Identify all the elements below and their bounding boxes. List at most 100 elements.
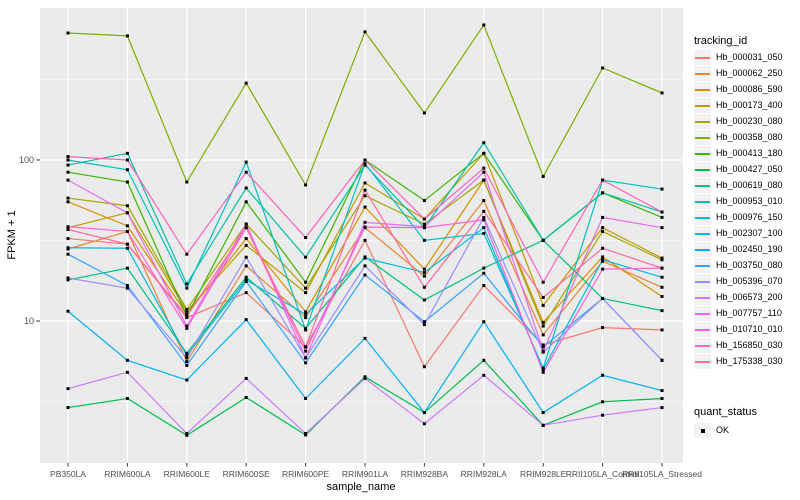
legend-key-box [694, 210, 711, 225]
data-point [244, 275, 248, 279]
legend-color-line-icon [695, 344, 710, 347]
data-point [482, 151, 486, 155]
data-point [185, 356, 189, 360]
data-point [125, 370, 129, 374]
legend-color-line-icon [695, 232, 710, 235]
data-point [660, 397, 664, 401]
data-point [304, 345, 308, 349]
data-point [185, 286, 189, 290]
data-point [363, 273, 367, 277]
data-point [363, 376, 367, 380]
data-point [185, 324, 189, 328]
legend-color-line-icon [695, 264, 710, 267]
data-point [482, 23, 486, 27]
data-point [601, 246, 605, 250]
x-axis-title: sample_name [326, 481, 396, 493]
data-point [304, 316, 308, 320]
legend-title-quant-status: quant_status [694, 406, 757, 418]
data-point [601, 400, 605, 404]
data-point [363, 264, 367, 268]
data-point [601, 255, 605, 259]
legend-key-box [694, 354, 711, 369]
data-point [185, 307, 189, 311]
data-point [660, 256, 664, 260]
data-point [660, 215, 664, 219]
data-point [244, 318, 248, 322]
legend-item-label: Hb_000230_080 [716, 116, 783, 126]
data-point [660, 91, 664, 95]
data-point [363, 162, 367, 166]
data-point [66, 200, 70, 204]
data-point [541, 343, 545, 347]
legend-key-box [694, 322, 711, 337]
legend-item-label: Hb_000427_050 [716, 164, 783, 174]
legend-item-label: Hb_000413_180 [716, 148, 783, 158]
legend-key-box [694, 50, 711, 65]
data-point [304, 397, 308, 401]
x-tick-label: RRIM600LA [104, 469, 151, 479]
data-point [304, 432, 308, 436]
data-point [185, 363, 189, 367]
data-point [601, 178, 605, 182]
legend-key-box [694, 82, 711, 97]
data-point [244, 222, 248, 226]
data-point [541, 333, 545, 337]
data-point [660, 275, 664, 279]
data-point [422, 274, 426, 278]
data-point [541, 423, 545, 427]
data-point [541, 345, 545, 349]
data-point [363, 256, 367, 260]
legend-color-line-icon [695, 200, 710, 203]
data-point [66, 406, 70, 410]
data-point [66, 170, 70, 174]
legend-color-line-icon [695, 72, 710, 75]
data-point [422, 267, 426, 271]
legend-item-label: Hb_010710_010 [716, 324, 783, 334]
data-point [125, 151, 129, 155]
legend-item-label: Hb_000619_080 [716, 180, 783, 190]
data-point [482, 231, 486, 235]
y-tick-label: 100 [18, 155, 34, 165]
x-tick-label: RRIM901LA [341, 469, 389, 479]
data-point [422, 411, 426, 415]
data-point [660, 210, 664, 214]
data-point [66, 309, 70, 313]
legend-item-label: Hb_000953_010 [716, 196, 783, 206]
data-point [304, 312, 308, 316]
data-point [66, 178, 70, 182]
data-point [66, 278, 70, 282]
legend-item-label: Hb_007757_110 [716, 308, 782, 318]
data-point [244, 376, 248, 380]
legend-key-box [694, 258, 711, 273]
data-point [125, 358, 129, 362]
legend-key-box [694, 242, 711, 257]
data-point [482, 209, 486, 213]
data-point [185, 432, 189, 436]
data-point [125, 204, 129, 208]
data-point [363, 158, 367, 162]
data-point [244, 226, 248, 230]
data-point [66, 31, 70, 35]
data-point [66, 196, 70, 200]
data-point [125, 229, 129, 233]
data-point [363, 375, 367, 379]
legend-color-line-icon [695, 56, 710, 59]
data-point [304, 349, 308, 353]
data-point [601, 413, 605, 417]
data-point [304, 328, 308, 332]
legend-key-box [694, 274, 711, 289]
data-point [304, 183, 308, 187]
data-point [244, 243, 248, 247]
data-point [185, 378, 189, 382]
data-point [244, 279, 248, 283]
data-point [185, 326, 189, 330]
legend-color-line-icon [695, 152, 710, 155]
data-point [66, 237, 70, 241]
x-tick-label: RRIM928LA [460, 469, 507, 479]
data-point [601, 191, 605, 195]
data-point [482, 218, 486, 222]
data-point [601, 296, 605, 300]
legend-title-tracking-id: tracking_id [694, 35, 748, 47]
data-point [66, 228, 70, 232]
